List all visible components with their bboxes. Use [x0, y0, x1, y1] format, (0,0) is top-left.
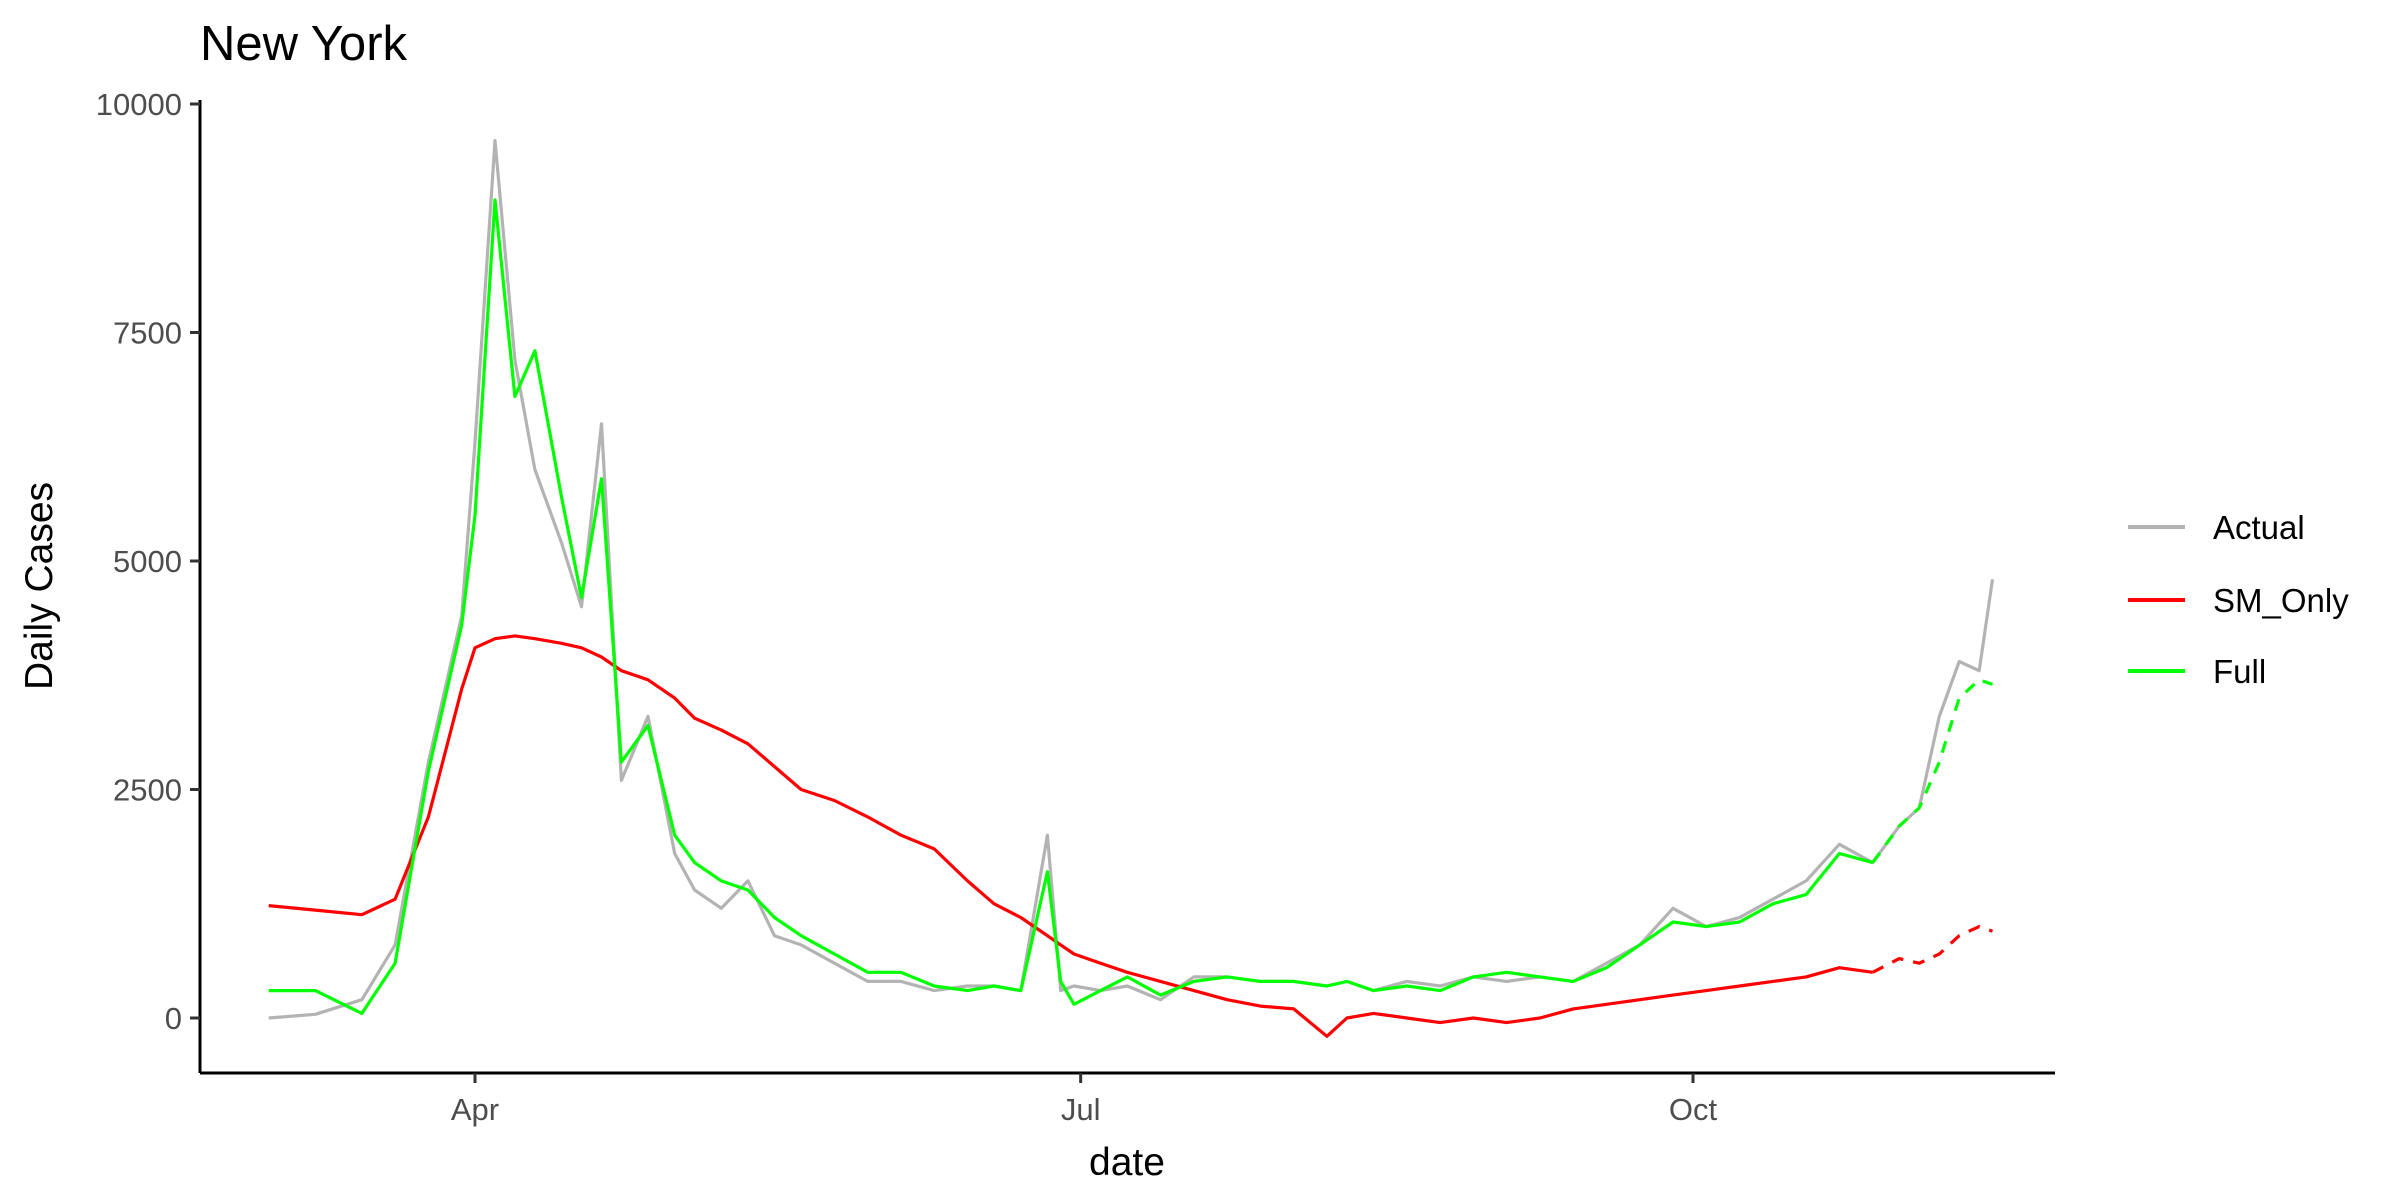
chart-title: New York: [200, 17, 408, 71]
y-axis-ticks: 0 2500 5000 7500 10000: [96, 87, 200, 1036]
x-tick-label: Oct: [1669, 1092, 1718, 1127]
series-line-full: [268, 198, 1874, 1016]
x-tick-label: Apr: [451, 1092, 499, 1127]
x-axis-title: date: [1089, 1141, 1165, 1184]
legend-label-actual: Actual: [2213, 509, 2305, 546]
y-tick-label: 0: [165, 1001, 182, 1036]
legend-label-full: Full: [2213, 653, 2266, 690]
series-line-full-projection: [1871, 677, 1994, 864]
x-tick-label: Jul: [1061, 1092, 1101, 1127]
series-line-sm-only-projection: [1871, 924, 1994, 974]
legend-label-sm-only: SM_Only: [2213, 582, 2349, 619]
legend: Actual SM_Only Full: [2128, 509, 2349, 690]
y-tick-label: 5000: [113, 544, 182, 579]
y-tick-label: 7500: [113, 316, 182, 351]
y-axis-title: Daily Cases: [18, 482, 61, 690]
series-line-actual: [268, 139, 1995, 1020]
x-axis-ticks: Apr Jul Oct: [451, 1073, 1718, 1127]
series-layer: [268, 139, 1995, 1038]
series-line-sm-only: [268, 634, 1873, 1038]
y-tick-label: 10000: [96, 87, 182, 122]
y-tick-label: 2500: [113, 773, 182, 808]
